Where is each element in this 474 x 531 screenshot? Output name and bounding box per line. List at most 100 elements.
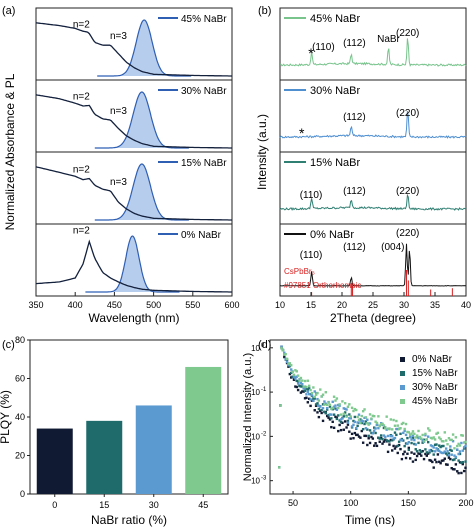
decay-point bbox=[309, 388, 312, 392]
decay-point bbox=[309, 404, 312, 408]
decay-point bbox=[382, 424, 386, 427]
peak-annotation: (112) bbox=[343, 242, 366, 253]
decay-point bbox=[457, 452, 460, 456]
decay-point bbox=[410, 451, 413, 454]
decay-point bbox=[382, 434, 386, 437]
decay-point bbox=[303, 397, 307, 400]
decay-point bbox=[357, 413, 361, 416]
decay-point bbox=[424, 452, 427, 456]
decay-point bbox=[415, 450, 419, 453]
decay-point bbox=[407, 431, 411, 434]
decay-point bbox=[328, 403, 332, 407]
legend-marker bbox=[400, 385, 405, 390]
panel-d-frame bbox=[269, 339, 467, 495]
decay-point bbox=[392, 437, 395, 440]
decay-point bbox=[314, 393, 318, 396]
decay-point bbox=[402, 421, 405, 425]
peak-annotation: (004) bbox=[381, 242, 404, 253]
decay-point bbox=[302, 385, 305, 388]
decay-point bbox=[305, 385, 308, 389]
decay-point bbox=[373, 429, 376, 432]
decay-point bbox=[433, 450, 437, 453]
decay-point bbox=[438, 449, 441, 453]
decay-point bbox=[346, 405, 350, 408]
y-tick-exponent: -1 bbox=[261, 387, 267, 393]
decay-point bbox=[283, 353, 286, 356]
decay-point bbox=[451, 433, 455, 436]
decay-point bbox=[357, 435, 361, 438]
decay-point bbox=[438, 444, 441, 447]
decay-point bbox=[301, 385, 304, 388]
decay-point bbox=[426, 435, 430, 438]
decay-point bbox=[386, 434, 390, 438]
decay-point bbox=[410, 438, 413, 441]
decay-point bbox=[432, 446, 435, 449]
panel-d-xlabel: Time (ns) bbox=[345, 513, 395, 527]
decay-point bbox=[431, 449, 434, 453]
decay-point bbox=[435, 447, 438, 450]
x-tick-label: 450 bbox=[107, 300, 122, 310]
decay-point bbox=[432, 466, 435, 469]
x-tick-label: 150 bbox=[401, 498, 416, 508]
decay-point bbox=[440, 451, 444, 455]
y-tick-label: 60 bbox=[15, 374, 25, 384]
decay-point bbox=[439, 451, 442, 454]
pl-spectrum-fill bbox=[97, 20, 192, 76]
decay-point bbox=[407, 448, 411, 452]
decay-point bbox=[414, 458, 417, 462]
panel-a-plots: 45% NaBr n=2 n=3 30% NaBr n=2 n=3 15% NaBr n=2 n… bbox=[35, 14, 232, 293]
decay-point bbox=[453, 447, 456, 450]
decay-point bbox=[284, 352, 287, 356]
y-tick-label: 10 bbox=[251, 388, 260, 397]
decay-point bbox=[408, 457, 412, 460]
y-tick-exponent: -3 bbox=[261, 476, 267, 482]
decay-point bbox=[386, 439, 390, 443]
decay-point bbox=[460, 433, 463, 437]
bar-30 bbox=[135, 405, 172, 494]
decay-point bbox=[331, 408, 334, 411]
decay-point bbox=[442, 440, 445, 443]
decay-point bbox=[368, 429, 372, 432]
decay-point bbox=[296, 382, 300, 385]
decay-point bbox=[306, 388, 310, 391]
decay-point bbox=[422, 440, 426, 443]
decay-point bbox=[414, 448, 417, 451]
peak-annotation: * bbox=[308, 45, 314, 61]
decay-point bbox=[341, 417, 344, 420]
decay-point bbox=[317, 399, 321, 402]
decay-point bbox=[395, 433, 398, 437]
decay-point bbox=[418, 449, 422, 452]
decay-point bbox=[301, 382, 304, 386]
decay-point bbox=[287, 362, 290, 365]
decay-point bbox=[442, 459, 445, 462]
decay-point bbox=[319, 409, 322, 413]
decay-point bbox=[406, 442, 409, 446]
x-tick-label: 15 bbox=[99, 500, 109, 510]
decay-point bbox=[428, 449, 431, 452]
panel-b-xticks: 10 15 20 25 30 35 40 bbox=[275, 292, 471, 310]
decay-point bbox=[310, 399, 314, 402]
decay-point bbox=[350, 425, 354, 428]
decay-point bbox=[308, 384, 311, 388]
y-tick-label: 20 bbox=[15, 451, 25, 461]
decay-point bbox=[337, 406, 340, 410]
decay-point bbox=[447, 436, 451, 440]
decay-point bbox=[457, 471, 460, 475]
decay-point bbox=[403, 444, 406, 448]
decay-point bbox=[403, 450, 406, 453]
peak-label: n=2 bbox=[73, 226, 90, 237]
decay-point bbox=[330, 413, 333, 416]
decay-point bbox=[393, 447, 397, 450]
decay-point bbox=[404, 456, 408, 460]
decay-point bbox=[308, 392, 311, 396]
decay-point bbox=[313, 409, 316, 412]
pl-spectrum-line bbox=[94, 163, 189, 221]
decay-point bbox=[436, 449, 440, 452]
y-tick-label: 10 bbox=[251, 432, 260, 441]
decay-point bbox=[385, 428, 388, 431]
decay-point bbox=[411, 430, 415, 433]
pl-spectrum-line bbox=[97, 19, 192, 77]
pl-spectrum-fill bbox=[85, 236, 180, 292]
decay-point bbox=[374, 442, 377, 445]
decay-point bbox=[402, 431, 405, 435]
